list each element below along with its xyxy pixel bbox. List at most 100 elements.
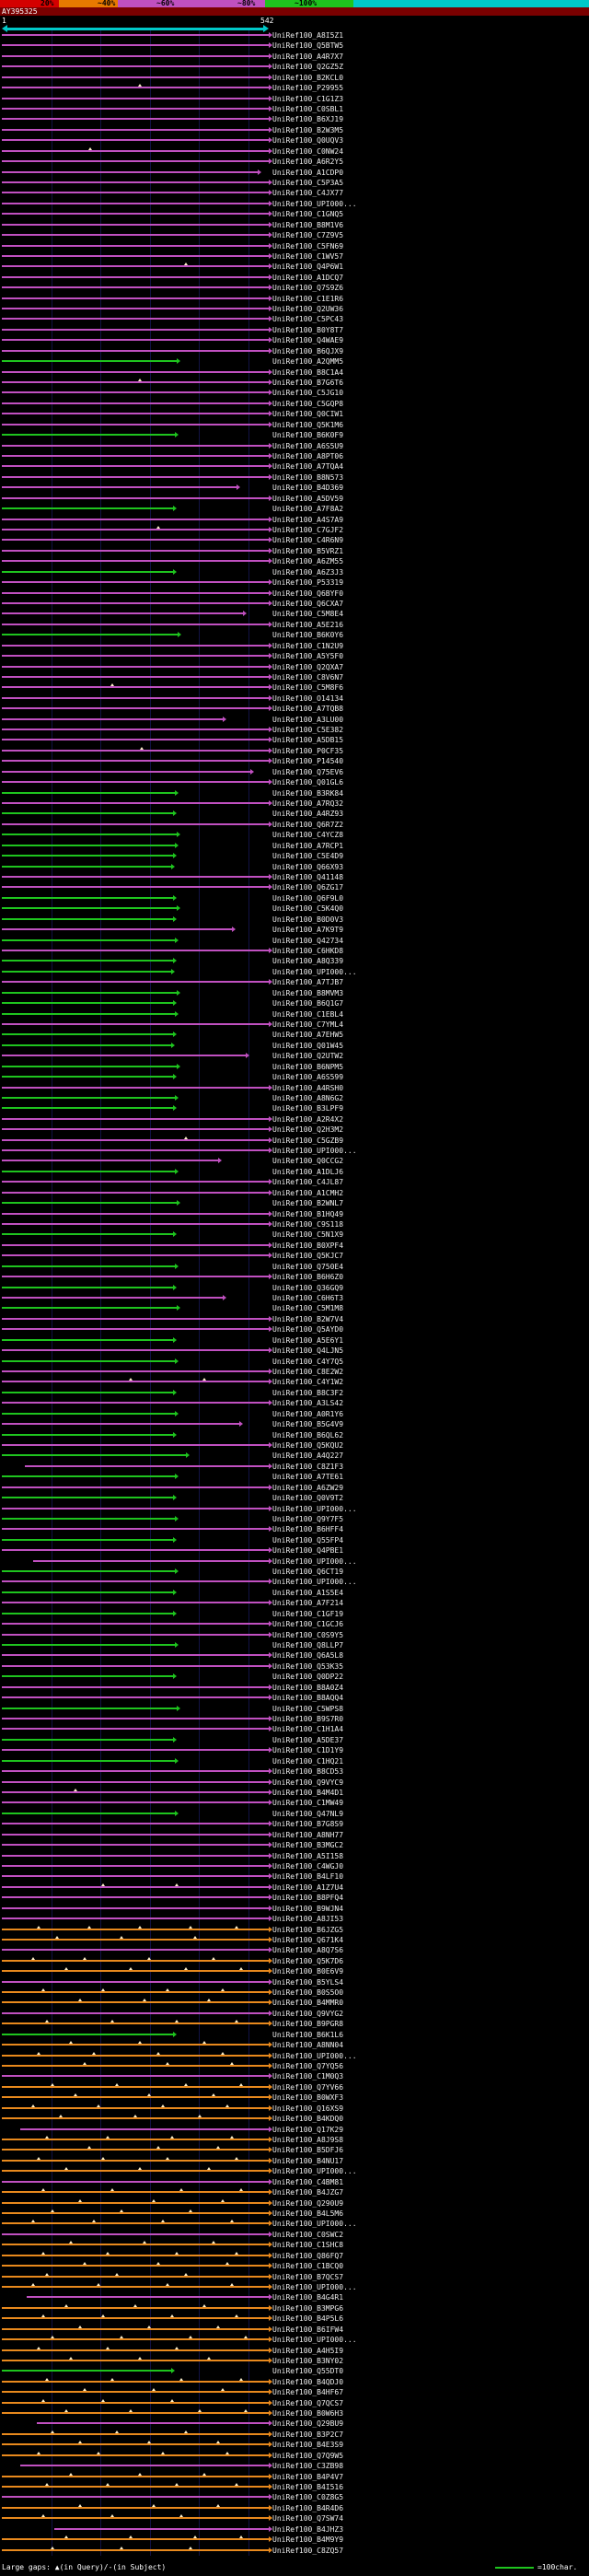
- hit-bar[interactable]: [2, 1233, 173, 1236]
- hit-label[interactable]: UniRef100_Q5KQU2: [272, 1440, 344, 1450]
- hit-label[interactable]: UniRef100_A8I5Z1: [272, 31, 344, 40]
- hit-label[interactable]: UniRef100_Q6ZG17: [272, 883, 344, 892]
- hit-bar[interactable]: [2, 833, 177, 836]
- hit-bar[interactable]: [2, 1065, 177, 1067]
- hit-label[interactable]: UniRef100_Q8LLP7: [272, 1641, 344, 1650]
- hit-label[interactable]: UniRef100_A5E216: [272, 620, 344, 629]
- hit-bar[interactable]: [2, 1823, 269, 1825]
- hit-label[interactable]: UniRef100_B9WJN4: [272, 1904, 344, 1913]
- hit-bar[interactable]: [2, 591, 269, 594]
- hit-bar[interactable]: [2, 2275, 269, 2278]
- hit-bar[interactable]: [2, 1086, 269, 1089]
- hit-bar[interactable]: [2, 612, 244, 615]
- hit-bar[interactable]: [2, 1138, 269, 1141]
- hit-label[interactable]: UniRef100_A4S7A9: [272, 515, 344, 524]
- hit-label[interactable]: UniRef100_A8PT06: [272, 452, 344, 460]
- hit-label[interactable]: UniRef100_A5DB15: [272, 736, 344, 745]
- hit-label[interactable]: UniRef100_B7G8S9: [272, 1820, 344, 1829]
- hit-label[interactable]: UniRef100_B6Q1G7: [272, 999, 344, 1008]
- hit-bar[interactable]: [2, 1128, 269, 1131]
- hit-label[interactable]: UniRef100_C5E4D9: [272, 852, 344, 861]
- hit-label[interactable]: UniRef100_B2W7V4: [272, 1314, 344, 1323]
- hit-bar[interactable]: [2, 318, 269, 321]
- hit-bar[interactable]: [2, 97, 269, 99]
- hit-label[interactable]: UniRef100_Q01GL6: [272, 778, 344, 787]
- hit-label[interactable]: UniRef100_C6H6T3: [272, 1294, 344, 1302]
- hit-label[interactable]: UniRef100_B3P2C7: [272, 2430, 344, 2439]
- hit-label[interactable]: UniRef100_Q55FP4: [272, 1535, 344, 1544]
- hit-label[interactable]: UniRef100_C8E2W2: [272, 1367, 344, 1376]
- hit-bar[interactable]: [2, 2349, 269, 2351]
- hit-bar[interactable]: [2, 1317, 269, 1320]
- hit-label[interactable]: UniRef100_C1G1Z3: [272, 94, 344, 103]
- hit-label[interactable]: UniRef100_A7RCP1: [272, 841, 344, 850]
- hit-label[interactable]: UniRef100_Q6CXA7: [272, 599, 344, 608]
- hit-bar[interactable]: [2, 518, 269, 520]
- hit-bar[interactable]: [2, 1549, 269, 1552]
- hit-label[interactable]: UniRef100_C5M8F6: [272, 683, 344, 693]
- hit-label[interactable]: UniRef100_A7TE61: [272, 1473, 344, 1482]
- hit-bar[interactable]: [2, 1328, 269, 1331]
- hit-label[interactable]: UniRef100_Q2H3M2: [272, 1125, 344, 1135]
- hit-label[interactable]: UniRef100_B4R4D6: [272, 2503, 344, 2512]
- hit-bar[interactable]: [2, 549, 269, 552]
- hit-label[interactable]: UniRef100_B8PFQ4: [272, 1894, 344, 1903]
- hit-label[interactable]: UniRef100_C1EBL4: [272, 1009, 344, 1019]
- hit-label[interactable]: UniRef100_Q66X93: [272, 862, 344, 871]
- hit-bar[interactable]: [2, 128, 269, 131]
- hit-label[interactable]: UniRef100_Q42734: [272, 936, 344, 945]
- hit-label[interactable]: UniRef100_A7F214: [272, 1599, 344, 1608]
- hit-label[interactable]: UniRef100_C1E1R6: [272, 294, 344, 303]
- hit-bar[interactable]: [2, 739, 269, 741]
- hit-label[interactable]: UniRef100_A8Q339: [272, 957, 344, 966]
- hit-bar[interactable]: [2, 275, 269, 278]
- hit-label[interactable]: UniRef100_A5E6Y1: [272, 1335, 344, 1345]
- hit-bar[interactable]: [2, 381, 269, 384]
- hit-label[interactable]: UniRef100_Q5AYD0: [272, 1325, 344, 1335]
- hit-bar[interactable]: [2, 2317, 269, 2320]
- hit-label[interactable]: UniRef100_UPI000...: [272, 1147, 357, 1156]
- hit-bar[interactable]: [2, 413, 269, 415]
- hit-label[interactable]: UniRef100_B6JZG5: [272, 1925, 344, 1934]
- hit-bar[interactable]: [2, 360, 177, 363]
- hit-bar[interactable]: [2, 2117, 269, 2120]
- hit-bar[interactable]: [2, 1117, 269, 1120]
- hit-label[interactable]: UniRef100_A1DCQ7: [272, 273, 344, 282]
- hit-label[interactable]: UniRef100_B6NPM5: [272, 1062, 344, 1071]
- hit-label[interactable]: UniRef100_Q47NL9: [272, 1809, 344, 1818]
- hit-label[interactable]: UniRef100_Q750E4: [272, 1262, 344, 1271]
- hit-label[interactable]: UniRef100_C8ZQ57: [272, 2546, 344, 2555]
- hit-label[interactable]: UniRef100_C5K4Q0: [272, 904, 344, 914]
- hit-bar[interactable]: [2, 349, 269, 352]
- hit-label[interactable]: UniRef100_B0D0V3: [272, 915, 344, 924]
- hit-bar[interactable]: [2, 1160, 219, 1162]
- hit-bar[interactable]: [2, 655, 269, 658]
- hit-bar[interactable]: [2, 970, 171, 973]
- hit-label[interactable]: UniRef100_B6K0F9: [272, 431, 344, 440]
- hit-bar[interactable]: [2, 1980, 269, 1983]
- hit-label[interactable]: UniRef100_UPI000...: [272, 967, 357, 976]
- hit-label[interactable]: UniRef100_C5WPS8: [272, 1704, 344, 1713]
- hit-label[interactable]: UniRef100_C8V6N7: [272, 672, 344, 682]
- hit-label[interactable]: UniRef100_C7Z9V5: [272, 231, 344, 240]
- hit-label[interactable]: UniRef100_A4R7X7: [272, 52, 344, 61]
- hit-label[interactable]: UniRef100_A7EHW5: [272, 1031, 344, 1040]
- hit-bar[interactable]: [2, 1938, 269, 1941]
- hit-bar[interactable]: [2, 1202, 177, 1205]
- hit-bar[interactable]: [2, 1507, 269, 1509]
- hit-label[interactable]: UniRef100_C5PC43: [272, 315, 344, 324]
- hit-label[interactable]: UniRef100_Q7QCS7: [272, 2398, 344, 2407]
- hit-bar[interactable]: [2, 2538, 269, 2541]
- hit-label[interactable]: UniRef100_B6XJ19: [272, 115, 344, 124]
- hit-bar[interactable]: [2, 1570, 175, 1573]
- hit-bar[interactable]: [2, 1538, 173, 1541]
- hit-bar[interactable]: [2, 1728, 269, 1731]
- hit-label[interactable]: UniRef100_Q5KJC7: [272, 1252, 344, 1261]
- hit-label[interactable]: UniRef100_A2R4X2: [272, 1114, 344, 1124]
- hit-bar[interactable]: [2, 1055, 246, 1057]
- hit-label[interactable]: UniRef100_Q2UTW2: [272, 1052, 344, 1061]
- hit-label[interactable]: UniRef100_C4Y1W2: [272, 1378, 344, 1387]
- hit-label[interactable]: UniRef100_B2W3M5: [272, 125, 344, 134]
- hit-bar[interactable]: [2, 87, 269, 89]
- hit-label[interactable]: UniRef100_A1CDP0: [272, 168, 344, 177]
